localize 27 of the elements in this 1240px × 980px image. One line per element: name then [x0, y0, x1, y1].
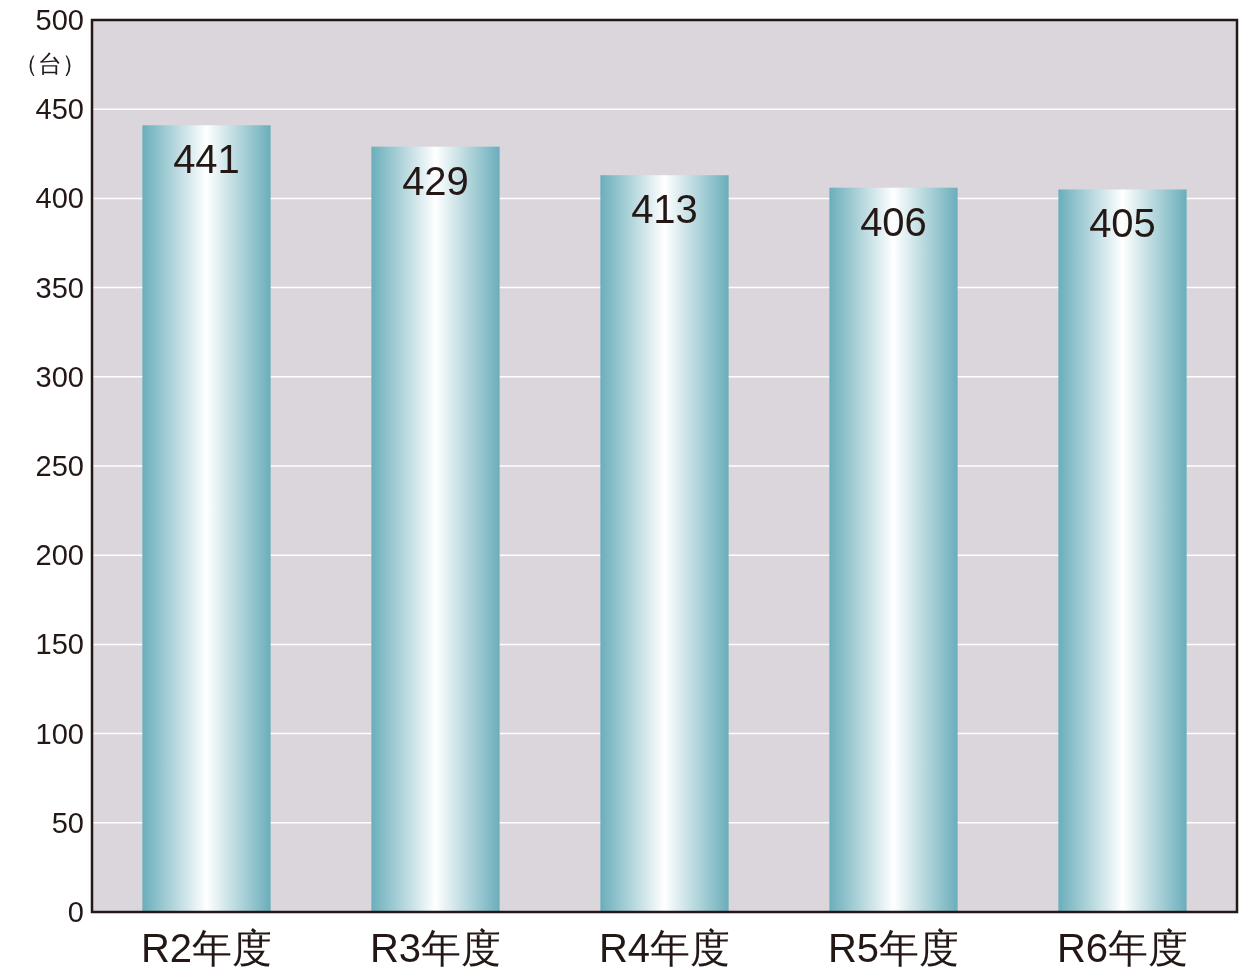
x-tick-label: R5年度: [827, 926, 960, 970]
x-tick-label: R6年度: [1056, 926, 1189, 970]
data-label: 406: [860, 199, 927, 244]
y-tick-label: 100: [35, 717, 84, 750]
data-label: 429: [402, 158, 469, 203]
bar: [829, 187, 958, 912]
data-label: 413: [631, 187, 698, 232]
x-tick-label: R4年度: [598, 926, 731, 970]
y-tick-label: 500: [35, 4, 84, 36]
y-tick-label: 300: [35, 360, 84, 393]
x-tick-label: R3年度: [369, 926, 502, 970]
y-tick-label: 250: [35, 450, 84, 482]
y-tick-label: 150: [35, 628, 84, 661]
bar: [371, 146, 500, 912]
y-tick-label: 200: [35, 539, 84, 572]
bar: [142, 125, 271, 912]
y-axis-title: （台）: [14, 50, 86, 77]
y-tick-label: 0: [67, 896, 84, 928]
y-tick-label: 350: [35, 271, 84, 304]
y-tick-label: 50: [51, 806, 84, 839]
data-label: 441: [173, 137, 240, 182]
data-label: 405: [1089, 201, 1156, 246]
x-tick-label: R2年度: [140, 926, 273, 970]
bar: [1058, 189, 1187, 912]
bar: [600, 175, 729, 912]
y-tick-label: 450: [35, 93, 84, 126]
y-tick-label: 400: [35, 182, 84, 215]
